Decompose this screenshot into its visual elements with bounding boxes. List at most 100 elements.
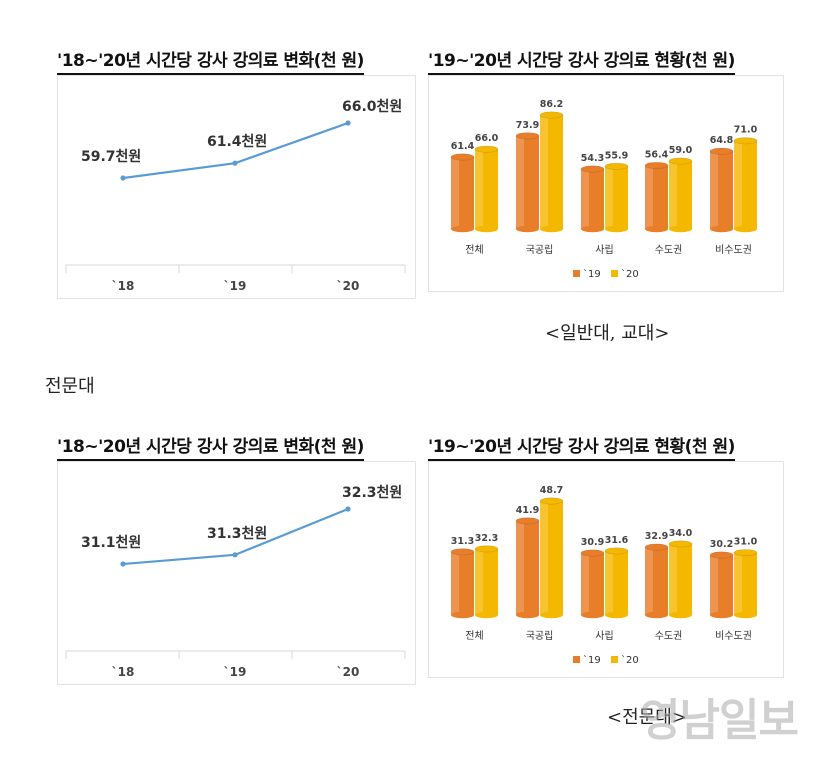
bar (540, 501, 563, 615)
bar (540, 115, 563, 229)
bar-highlight (451, 551, 460, 615)
series-line (122, 121, 349, 180)
bar (516, 135, 539, 229)
legend-swatch (611, 270, 618, 277)
bar-chart-title-top: '19~'20년 시간당 강사 강의료 현황(천 원) (428, 46, 735, 75)
bar-top-cap (580, 549, 605, 557)
line-chart-panel-top: 59.7천원 `18 61.4천원 `19 66.0천원 `20 (57, 75, 416, 299)
bar-top-cap (604, 162, 629, 170)
bar (734, 552, 757, 615)
bar-top-cap (515, 517, 540, 525)
legend-swatch (611, 656, 618, 663)
category-label: 비수도권 (715, 244, 752, 256)
bar-value-label: 71.0 (734, 125, 758, 136)
bar-highlight (475, 149, 484, 229)
bar-chart-panel-bottom: 31.3 32.3 전체 41.9 48.7 국공립 30.9 31.6 사립 32.9 34.0 수… (428, 461, 784, 678)
bar-top-cap (450, 153, 475, 161)
bar-bottom-cap (669, 611, 692, 619)
bar-bottom-cap (451, 611, 474, 619)
data-point (232, 552, 238, 558)
bar-value-label: 48.7 (540, 485, 563, 496)
bar-top-cap (604, 547, 629, 555)
bar-bottom-cap (540, 611, 563, 619)
bar-highlight (581, 552, 590, 615)
bar (645, 165, 668, 229)
bar-bottom-cap (710, 611, 733, 619)
x-tick-label: `19 (224, 665, 247, 679)
bar-top-cap (539, 111, 564, 119)
bar (475, 548, 498, 615)
line-chart-top: 59.7천원 `18 61.4천원 `19 66.0천원 `20 (65, 99, 406, 293)
bar-bottom-cap (581, 611, 604, 619)
bar-top-cap (668, 540, 693, 548)
bar-top-cap (733, 549, 758, 557)
line-chart-title-bottom: '18~'20년 시간당 강사 강의료 변화(천 원) (57, 432, 364, 461)
legend-swatch (573, 270, 580, 277)
bar-highlight (669, 543, 678, 615)
category-label: 수도권 (655, 244, 683, 256)
bar-highlight (581, 169, 590, 229)
bar-chart-panel-top: 61.4 66.0 전체 73.9 86.2 국공립 54.3 55.9 사립 56.4 59.0 수… (428, 75, 784, 292)
legend-label: `19 (583, 654, 601, 666)
data-point (232, 160, 238, 166)
bar-bottom-cap (475, 611, 498, 619)
line-chart-bottom: 31.1천원 `18 31.3천원 `19 32.3천원 `20 (65, 485, 406, 679)
x-tick-label: `18 (112, 665, 135, 679)
bar-highlight (475, 548, 484, 615)
data-label: 61.4천원 (207, 134, 267, 150)
bar-top-cap (450, 548, 475, 556)
bar-top-cap (644, 161, 669, 169)
category-label: 수도권 (655, 630, 683, 642)
category-label: 국공립 (526, 629, 554, 642)
bar-highlight (605, 550, 614, 615)
bar (581, 552, 604, 615)
bar (581, 169, 604, 229)
bar-bottom-cap (645, 225, 668, 233)
bar (710, 151, 733, 229)
caption-junior-college: <전문대> (607, 707, 687, 728)
bar-bottom-cap (451, 225, 474, 233)
bar-highlight (645, 547, 654, 615)
bar-bottom-cap (475, 225, 498, 233)
category-label: 사립 (595, 243, 613, 256)
bar-highlight (540, 115, 549, 229)
bar-bottom-cap (669, 225, 692, 233)
bar-value-label: 34.0 (669, 528, 693, 539)
legend-label: `19 (583, 268, 601, 280)
line-chart-title-top: '18~'20년 시간당 강사 강의료 변화(천 원) (57, 46, 364, 75)
bar-top-cap (668, 157, 693, 165)
bar-highlight (605, 166, 614, 229)
bar-value-label: 55.9 (605, 150, 628, 161)
bar-bottom-cap (516, 225, 539, 233)
bar-value-label: 32.3 (475, 533, 498, 544)
bar (645, 547, 668, 615)
bar-bottom-cap (605, 611, 628, 619)
bar (734, 140, 757, 229)
x-tick-label: `20 (337, 665, 360, 679)
data-label: 59.7천원 (81, 149, 141, 165)
data-point (345, 120, 351, 126)
data-point (120, 561, 126, 567)
bar-bottom-cap (734, 611, 757, 619)
bar-highlight (645, 165, 654, 229)
bar-highlight (516, 135, 525, 229)
bar-highlight (734, 140, 743, 229)
data-label: 31.3천원 (207, 526, 267, 542)
data-label: 31.1천원 (81, 535, 141, 551)
category-label: 사립 (595, 629, 613, 642)
bar-value-label: 86.2 (540, 99, 563, 110)
bar-value-label: 59.0 (669, 145, 693, 156)
bar (516, 520, 539, 615)
bar-value-label: 41.9 (516, 505, 539, 516)
bar (605, 166, 628, 229)
bar-value-label: 31.3 (451, 536, 474, 547)
bar-bottom-cap (645, 611, 668, 619)
bar-highlight (669, 161, 678, 229)
category-label: 비수도권 (715, 630, 752, 642)
bar-chart-title-bottom: '19~'20년 시간당 강사 강의료 현황(천 원) (428, 432, 735, 461)
bar (451, 551, 474, 615)
bar-bottom-cap (734, 225, 757, 233)
legend-label: `20 (621, 268, 639, 280)
caption-general-univ: <일반대, 교대> (545, 323, 670, 344)
bar-top-cap (539, 497, 564, 505)
